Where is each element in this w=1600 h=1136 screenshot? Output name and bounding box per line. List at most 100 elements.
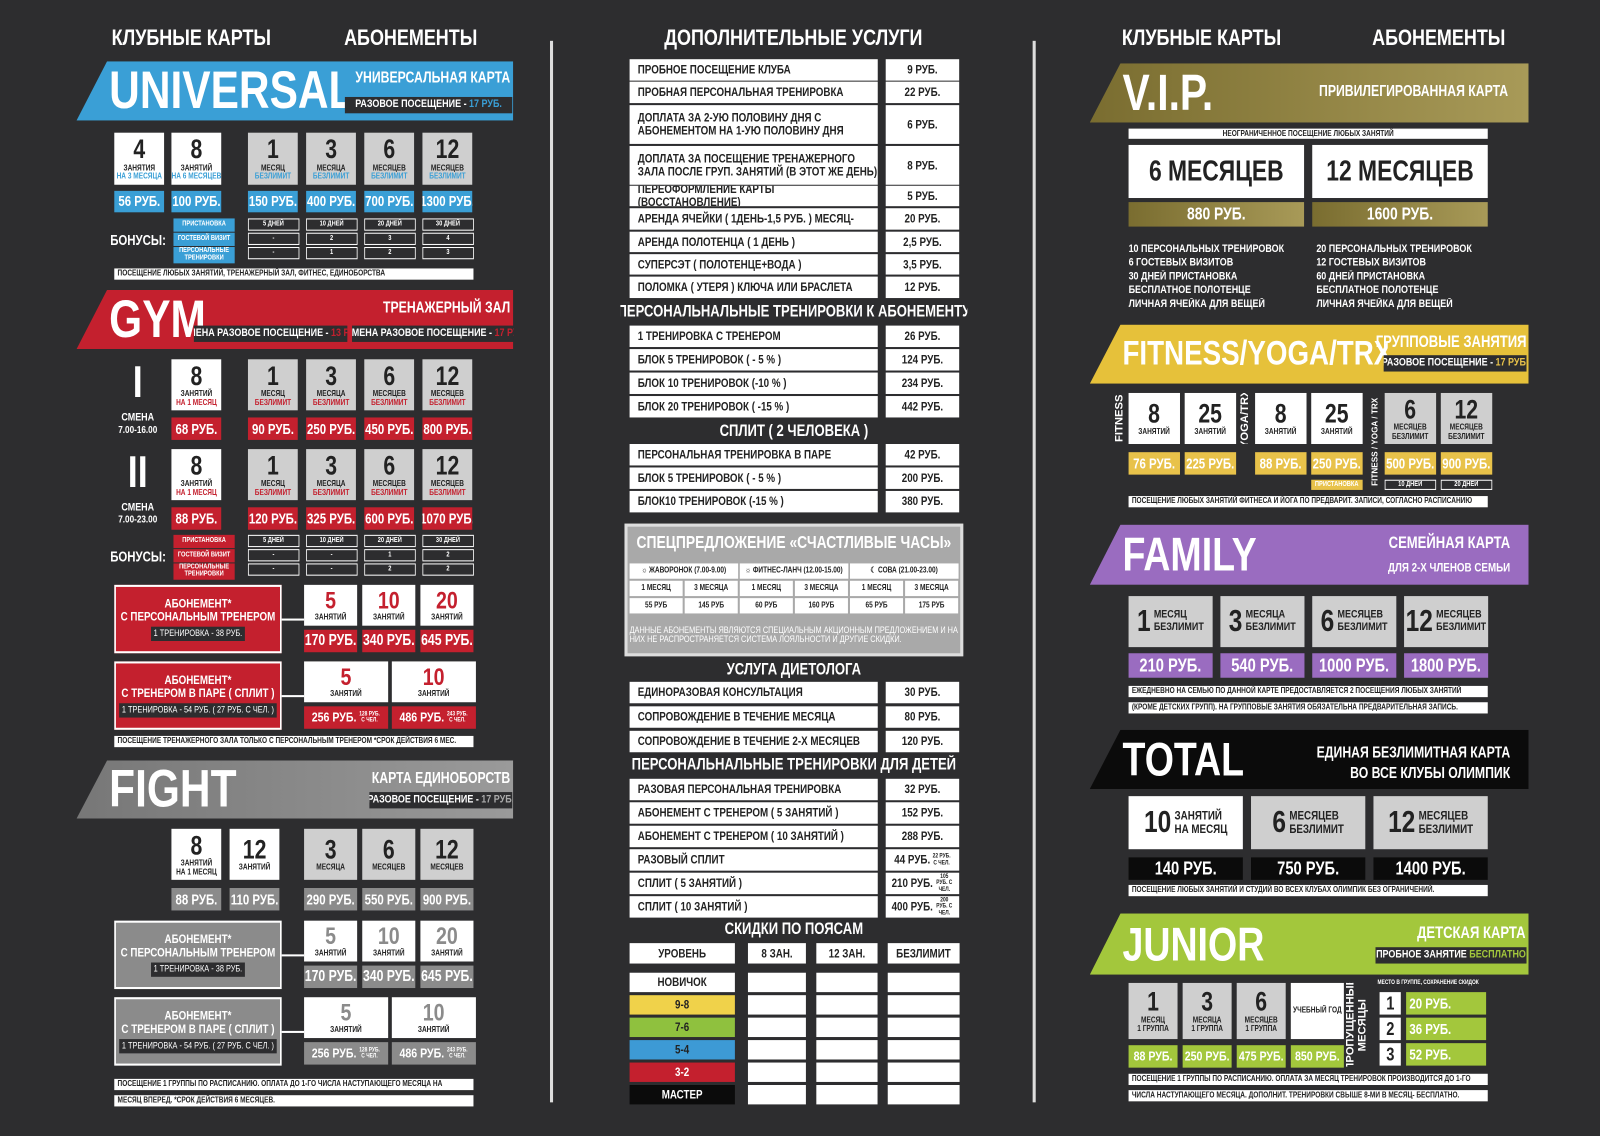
card-price: 170 РУБ. (304, 629, 358, 653)
plan-perk: 30 ДНЕЙ ПРИСТАНОВКА (1128, 270, 1238, 283)
banner-name: JUNIOR (1122, 917, 1265, 971)
card-number: 5 (325, 587, 337, 615)
service-name: БЛОК 10 ТРЕНИРОВОК (-10 % ) (629, 372, 878, 394)
service-price: 22 РУБ. (885, 81, 960, 104)
card-sublabel: НА 6 МЕСЯЦЕВ (171, 171, 222, 181)
card-price: 750 РУБ. (1251, 857, 1366, 880)
personal-box: АБОНЕМЕНТ* С ТРЕНЕРОМ В ПАРЕ ( СПЛИТ ) 1 Т… (114, 997, 282, 1066)
service-name: СУПЕРСЭТ ( ПОЛОТЕНЦЕ+ВОДА ) (629, 254, 878, 275)
banner (76, 760, 514, 819)
section-title: ПЕРСОНАЛЬНАЛЬНЫЕ ТРЕНИРОВКИ ДЛЯ ДЕТЕЙ (631, 755, 957, 774)
card-price: 900 РУБ. (1440, 452, 1492, 475)
happy-period: 3 МЕСЯЦА (684, 580, 738, 597)
price-note: 128 РУБ. С ЧЕЛ. (359, 1046, 380, 1060)
card: 10 ЗАНЯТИЙ (362, 584, 416, 626)
missed-note: МЕСТО В ГРУППЕ, СОХРАНЕНИЕ СКИДОК (1377, 979, 1479, 986)
card: 5 ЗАНЯТИЙ (304, 661, 388, 703)
single-visit: II СМЕНАРАЗОВОЕ ПОСЕЩЕНИЕ -17 РУБ. (352, 325, 514, 342)
single-price: 13 РУБ. (331, 326, 347, 340)
card-number: 8 (190, 450, 203, 481)
card-number: 3 (325, 134, 338, 165)
section-header: КЛУБНЫЕ КАРТЫ (111, 24, 272, 51)
personal-title: АБОНЕМЕНТ* (164, 932, 232, 947)
card-sublabel: НА 1 МЕСЯЦ (176, 397, 217, 407)
bonus-name: ГОСТЕВОЙ ВИЗИТ (173, 549, 235, 563)
belt-level: 7-6 (629, 1017, 735, 1038)
missed-price: 52 РУБ. (1406, 1043, 1486, 1066)
price-note: 243 РУБ. С ЧЕЛ. (446, 711, 468, 724)
service-name: СОПРОВОЖДЕНИЕ В ТЕЧЕНИЕ МЕСЯЦА (629, 706, 878, 728)
banner (1089, 524, 1529, 585)
card-sublabel: БЕЗЛИМИТ (1245, 620, 1296, 633)
bonus-cell: - (247, 549, 299, 562)
card-price: 1300 РУБ. (422, 190, 473, 213)
personal-title: С ТРЕНЕРОМ В ПАРЕ ( СПЛИТ ) (121, 1021, 275, 1036)
connector (281, 618, 305, 621)
price-value: 256 РУБ. (311, 1045, 357, 1061)
card-sublabel: БЕЗЛИМИТ (1436, 620, 1487, 633)
card-price: 250 РУБ. (306, 417, 357, 440)
service-name: 1 ТРЕНИРОВКА С ТРЕНЕРОМ (629, 325, 878, 348)
section-header: КЛУБНЫЕ КАРТЫ (1121, 24, 1282, 51)
card-label: ЗАНЯТИЙ (180, 163, 213, 173)
card-number: 6 (382, 834, 395, 865)
bonus-name: ПЕРСОНАЛЬНЫЕ ТРЕНИРОВКИ (173, 247, 235, 264)
belt-level: 9-8 (629, 995, 735, 1015)
bonus-cell: 10 ДНЕЙ (306, 218, 358, 231)
card-sublabel: БЕЗЛИМИТ (1392, 431, 1429, 441)
banner-subtitle: СЕМЕЙНАЯ КАРТА (1388, 534, 1511, 552)
card-price: 140 РУБ. (1128, 857, 1243, 880)
service-name: БЛОК 5 ТРЕНИРОВОК ( - 5 % ) (629, 467, 878, 489)
bonus-cell: 4 (422, 232, 474, 245)
service-price: 26 РУБ. (885, 325, 960, 348)
card-number: 6 (383, 134, 396, 165)
card: 8 ЗАНЯТИЙ (1128, 392, 1180, 445)
belt-value: 80 (747, 1017, 807, 1038)
footnote: ПОСЕЩЕНИЕ ЛЮБЫХ ЗАНЯТИЙ, ТРЕНАЖЕРНЫЙ ЗАЛ… (114, 268, 474, 280)
service-name: БЛОК 5 ТРЕНИРОВОК ( - 5 % ) (629, 349, 878, 371)
card-number: 1 (1136, 604, 1151, 639)
personal-box: АБОНЕМЕНТ* С ТРЕНЕРОМ В ПАРЕ ( СПЛИТ ) 1 Т… (114, 661, 282, 730)
footnote: ПОСЕЩЕНИЕ 1 ГРУППЫ ПО РАСПИСАНИЮ. ОПЛАТА… (114, 1078, 474, 1091)
belt-value: 95 (816, 1040, 878, 1060)
card-price: 256 РУБ. 128 РУБ. С ЧЕЛ. (304, 706, 388, 729)
card-number: 12 (1388, 805, 1416, 840)
section-title: СПЛИТ ( 2 ЧЕЛОВЕКА ) (719, 422, 869, 440)
card-number: 20 (436, 922, 458, 951)
card-note: 20 ДНЕЙ (1440, 479, 1492, 490)
bonus-cell: 30 ДНЕЙ (422, 534, 474, 548)
card-label: ЗАНЯТИЙ (1174, 808, 1222, 824)
card: 4 ЗАНЯТИЯ НА 3 МЕСЯЦА (114, 132, 165, 185)
card: 6 МЕСЯЦЕВ БЕЗЛИМИТ (364, 132, 415, 185)
card-number: 5 (340, 999, 352, 1028)
card-label: ЗАНЯТИЙ (330, 689, 362, 699)
footnote: ЧИСЛА НАСТУПАЮЩЕГО МЕСЯЦА. ДОПОЛНИТ. ТРЕ… (1128, 1090, 1488, 1102)
personal-title: С ПЕРСОНАЛЬНЫМ ТРЕНЕРОМ (120, 609, 276, 624)
missed-number: 3 (1379, 1043, 1402, 1066)
card-number: 1 (267, 450, 279, 481)
card-number: 12 (435, 134, 460, 165)
card: 3 МЕСЯЦА БЕЗЛИМИТ (306, 359, 357, 411)
card: 3 МЕСЯЦА БЕЗЛИМИТ (306, 449, 357, 501)
card: 6 МЕСЯЦЕВ БЕЗЛИМИТ (1312, 596, 1396, 648)
card-label: МЕСЯЦЕВ (1418, 808, 1469, 824)
connector (281, 1030, 305, 1033)
belt-value: 90 (816, 1062, 878, 1082)
service-price: 400 РУБ. 200 РУБ. С ЧЕЛ. (885, 896, 960, 918)
card: 3 МЕСЯЦА БЕЗЛИМИТ (306, 132, 357, 185)
plan-perk: ЛИЧНАЯ ЯЧЕЙКА ДЛЯ ВЕЩЕЙ (1316, 298, 1453, 311)
card-sublabel: БЕЗЛИМИТ (429, 397, 466, 407)
card-label: ЗАНЯТИЯ (123, 163, 156, 173)
service-price: 380 РУБ. (885, 490, 960, 513)
service-price: 9 РУБ. (885, 59, 960, 81)
card-number: 12 (1454, 393, 1479, 425)
footnote: ЕЖЕДНЕВНО НА СЕМЬЮ ПО ДАННОЙ КАРТЕ ПРЕДО… (1128, 685, 1488, 698)
section-header: ДОПОЛНИТЕЛЬНЫЕ УСЛУГИ (664, 24, 923, 51)
card: 3 МЕСЯЦА БЕЗЛИМИТ (1220, 596, 1305, 648)
card-sublabel: БЕЗЛИМИТ (254, 487, 292, 497)
service-name: ПОЛОМКА ( УТЕРЯ ) КЛЮЧА ИЛИ БРАСЛЕТА (629, 276, 878, 299)
section-header: АБОНЕМЕНТЫ (1372, 24, 1506, 51)
happy-price: 145 РУБ (684, 598, 738, 614)
happy-period: 1 МЕСЯЦ (739, 580, 793, 597)
card-label: ЗАНЯТИЙ (314, 612, 347, 623)
